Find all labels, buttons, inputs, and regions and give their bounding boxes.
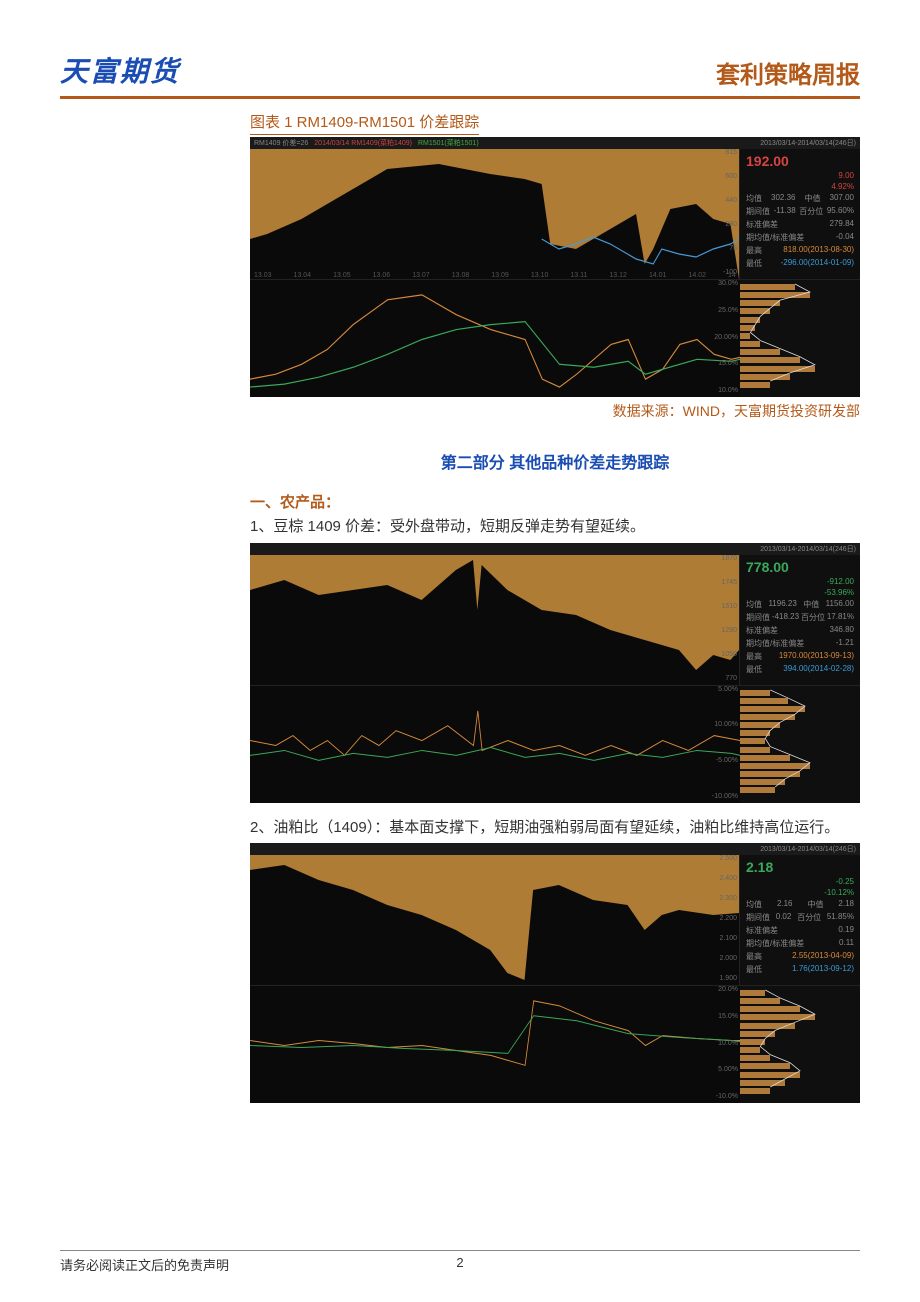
chart2: 2013/03/14-2014/03/14(246日) 187017451510… xyxy=(250,543,860,803)
chart1-hist xyxy=(740,280,860,397)
chart1: RM1409 价差=26 2014/03/14 RM1409(菜粕1409) R… xyxy=(250,137,860,397)
chart3: 2013/03/14-2014/03/14(246日) 2.5002.4002.… xyxy=(250,843,860,1103)
chart1-top-red: 2014/03/14 RM1409(菜粕1409) xyxy=(314,138,412,148)
chart3-range: 2013/03/14-2014/03/14(246日) xyxy=(760,844,856,854)
chart2-area xyxy=(250,555,739,670)
chart3-stat-rows: 均值2.16中值2.18期间值0.02百分位51.85%标准偏差0.19期均值/… xyxy=(746,899,854,975)
chart3-hist xyxy=(740,986,860,1103)
section2-subhead: 一、农产品： xyxy=(250,491,860,512)
chart3-toolbar: 2013/03/14-2014/03/14(246日) xyxy=(250,843,860,855)
chart1-big-value: 192.00 xyxy=(746,153,854,169)
page-number: 2 xyxy=(456,1255,463,1270)
page-header: 天富期货 套利策略周报 xyxy=(60,50,860,99)
chart1-stat-rows: 均值302.36中值307.00期间值-11.38百分位95.60%标准偏差27… xyxy=(746,193,854,269)
chart1-toolbar: RM1409 价差=26 2014/03/14 RM1409(菜粕1409) R… xyxy=(250,137,860,149)
chart2-stats-panel: 778.00 -912.00 -53.96% 均值1196.23中值1156.0… xyxy=(740,555,860,685)
chart1-upper-panel: 81560044028075-100 xyxy=(250,149,740,279)
chart2-change: -912.00 xyxy=(827,577,854,586)
chart1-change: 9.00 xyxy=(838,171,854,180)
chart3-stats-panel: 2.18 -0.25 -10.12% 均值2.16中值2.18期间值0.02百分… xyxy=(740,855,860,985)
chart1-top-range: 2013/03/14-2014/03/14(246日) xyxy=(760,138,856,148)
chart3-lower-line2 xyxy=(250,1016,740,1054)
chart3-big-value: 2.18 xyxy=(746,859,854,875)
chart1-lower-line1 xyxy=(250,295,740,387)
chart1-source: 数据来源：WIND，天富期货投资研发部 xyxy=(250,401,860,421)
chart1-top-left: RM1409 价差=26 xyxy=(254,138,308,148)
chart2-toolbar: 2013/03/14-2014/03/14(246日) xyxy=(250,543,860,555)
chart2-upper-panel: 18701745151012901050770 xyxy=(250,555,740,685)
chart1-title: 图表 1 RM1409-RM1501 价差跟踪 xyxy=(250,111,479,135)
chart2-pct: -53.96% xyxy=(824,588,854,597)
chart1-stats-panel: 192.00 9.00 4.92% 均值302.36中值307.00期间值-11… xyxy=(740,149,860,279)
item2-text: 2、油粕比（1409）：基本面支撑下，短期油强粕弱局面有望延续，油粕比维持高位运… xyxy=(250,817,860,840)
chart3-lower-line1 xyxy=(250,1001,740,1065)
chart2-lower-panel: 5.00%10.00%-5.00%-10.00% xyxy=(250,686,740,803)
chart1-area xyxy=(250,149,739,279)
chart2-stat-rows: 均值1196.23中值1156.00期间值-418.23百分位17.81%标准偏… xyxy=(746,599,854,675)
chart3-lower-panel: 20.0%15.0%10.0%5.00%-10.0% xyxy=(250,986,740,1103)
logo-text: 天富期货 xyxy=(60,50,180,90)
chart3-area xyxy=(250,855,739,980)
chart1-lower-panel: 30.0%25.0%20.00%15.0%10.0% 13.0313.0413.… xyxy=(250,280,740,397)
chart2-lower-line2 xyxy=(250,747,740,760)
chart3-upper-panel: 2.5002.4002.3002.2002.1002.0001.900 xyxy=(250,855,740,985)
chart2-big-value: 778.00 xyxy=(746,559,854,575)
page-footer: 请务必阅读正文后的免责声明 2 xyxy=(60,1250,860,1274)
item1-text: 1、豆棕 1409 价差：受外盘带动，短期反弹走势有望延续。 xyxy=(250,516,860,539)
chart1-xaxis: 13.0313.0413.0513.0613.0713.0813.0913.10… xyxy=(250,272,740,279)
report-title: 套利策略周报 xyxy=(716,55,860,90)
section2-title: 第二部分 其他品种价差走势跟踪 xyxy=(250,449,860,473)
chart2-range: 2013/03/14-2014/03/14(246日) xyxy=(760,544,856,554)
chart1-pct: 4.92% xyxy=(831,182,854,191)
chart2-hist xyxy=(740,686,860,803)
chart1-top-green: RM1501(菜粕1501) xyxy=(418,138,479,148)
chart1-lower-line2 xyxy=(250,322,740,387)
chart3-pct: -10.12% xyxy=(824,888,854,897)
chart3-change: -0.25 xyxy=(836,877,854,886)
